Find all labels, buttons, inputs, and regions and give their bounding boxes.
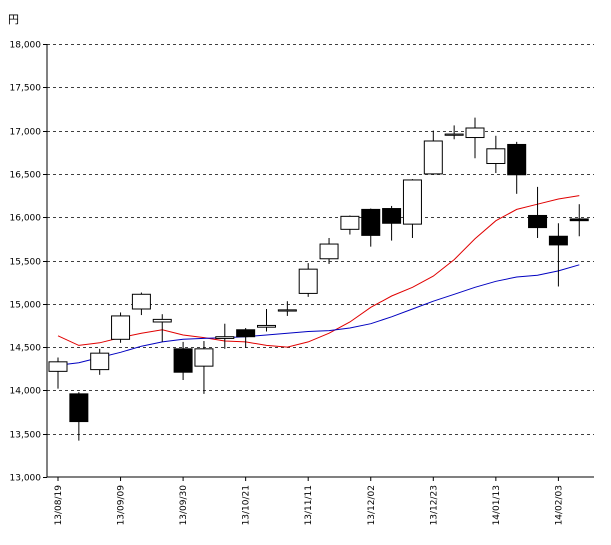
candle-body-up (215, 336, 235, 339)
x-tick-label: 13/11/11 (304, 485, 314, 525)
candle-body-up (90, 352, 110, 371)
candle (528, 186, 548, 238)
candle (444, 125, 464, 140)
y-tick-label: 14,000 (10, 387, 42, 397)
candle (382, 205, 402, 241)
candle (111, 312, 131, 343)
candle (131, 292, 151, 316)
candle-body-up (257, 324, 276, 328)
y-tick-label: 14,500 (10, 344, 42, 354)
candle (194, 341, 214, 394)
candle-body-up (465, 127, 485, 139)
candle-body-up (423, 140, 443, 175)
y-tick-label: 16,500 (10, 171, 42, 181)
candle-body-up (340, 215, 360, 230)
y-tick-label: 17,500 (10, 84, 42, 94)
candle-body-up (486, 148, 506, 165)
x-tick-label: 13/08/19 (54, 485, 64, 526)
candle (48, 357, 68, 389)
candle (173, 341, 193, 381)
candles (48, 117, 589, 441)
y-tick-label: 17,000 (10, 128, 42, 138)
candle-body-down (236, 329, 256, 338)
candle-body-up (111, 315, 131, 340)
candle-body-up (444, 133, 464, 136)
candle (548, 223, 568, 287)
candle-body-up (402, 179, 422, 225)
moving-average-line (57, 264, 580, 366)
candle-body-up (298, 268, 318, 294)
candle-body-up (131, 293, 151, 310)
candle (486, 135, 506, 174)
y-tick-label: 16,000 (10, 214, 42, 224)
candle-body-down (382, 208, 402, 224)
candle (569, 204, 589, 237)
y-axis: 13,000 13,500 14,000 14,500 15,000 15,500 16,0… (10, 41, 47, 484)
candle-body-down (548, 235, 568, 246)
plot-area (47, 44, 594, 477)
y-axis-unit-label: 円 (8, 13, 19, 26)
candle (340, 215, 360, 235)
candle-body-down (507, 143, 527, 176)
x-tick-label: 13/12/02 (367, 485, 377, 525)
candle-body-down (569, 218, 589, 222)
x-tick-label: 13/09/09 (117, 485, 127, 526)
candle (90, 348, 110, 375)
candle (402, 179, 422, 238)
candle-body-down (173, 348, 193, 373)
y-tick-label: 15,500 (10, 258, 42, 268)
candle (361, 208, 381, 247)
candle (465, 117, 485, 159)
candle (152, 314, 172, 342)
candle (277, 301, 297, 316)
candle (236, 328, 256, 348)
moving-average-line (57, 195, 580, 348)
y-tick-label: 15,000 (10, 301, 42, 311)
x-axis: 13/08/19 13/09/09 13/09/30 13/10/21 13/11/11… (54, 477, 564, 525)
y-tick-label: 13,500 (10, 431, 42, 441)
candle-body-up (194, 348, 214, 367)
x-tick-label: 14/01/13 (492, 485, 502, 525)
candle-body-up (152, 318, 172, 323)
y-tick-label: 18,000 (10, 41, 42, 51)
x-tick-label: 14/02/03 (554, 485, 564, 525)
candle (298, 263, 318, 297)
candle-body-up (48, 361, 68, 372)
candle-body-down (528, 214, 548, 229)
candle (507, 141, 527, 194)
candle (319, 237, 339, 264)
x-tick-label: 13/09/30 (179, 485, 189, 526)
moving-average-lines (57, 195, 580, 366)
candle-body-up (319, 243, 339, 260)
candle (257, 308, 276, 332)
x-tick-label: 13/10/21 (242, 485, 252, 525)
candle-body-up (277, 309, 297, 312)
y-tick-label: 13,000 (10, 474, 42, 484)
x-tick-label: 13/12/23 (429, 485, 439, 525)
candle (423, 130, 443, 175)
candle-body-down (69, 393, 89, 423)
candle (69, 392, 89, 441)
candle (215, 323, 235, 349)
candle-body-down (361, 208, 381, 236)
